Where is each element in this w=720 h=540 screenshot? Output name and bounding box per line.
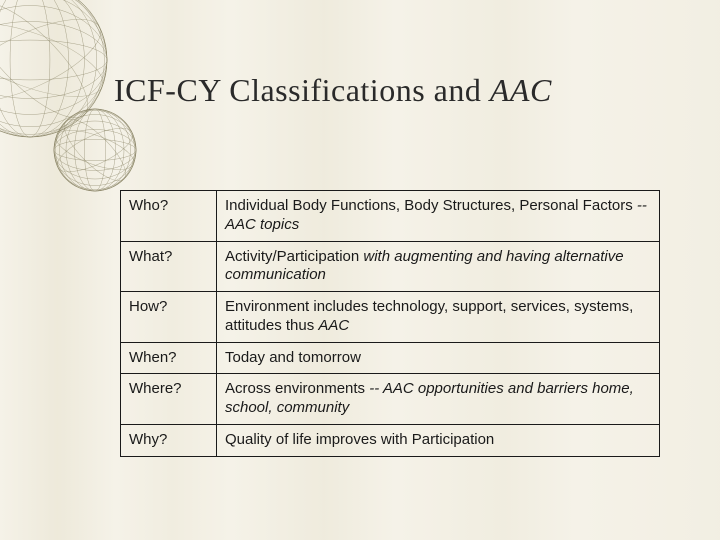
title-emphasis: AAC xyxy=(490,72,552,108)
table-row: Where?Across environments -- AAC opportu… xyxy=(121,374,660,425)
answer-text: Quality of life improves with Participat… xyxy=(225,431,494,448)
answer-emphasis: AAC xyxy=(318,317,349,334)
table-row: How?Environment includes technology, sup… xyxy=(121,292,660,343)
classification-table: Who? Individual Body Functions, Body Stru… xyxy=(120,190,660,457)
answer-cell: Quality of life improves with Participat… xyxy=(217,424,660,456)
answer-text: Individual Body Functions, Body Structur… xyxy=(225,197,637,214)
table-row: When? Today and tomorrow xyxy=(121,342,660,374)
table-row: What?Activity/Participation with augment… xyxy=(121,241,660,292)
answer-cell: Environment includes technology, support… xyxy=(217,292,660,343)
question-cell: Where? xyxy=(121,374,217,425)
classification-table-wrap: Who? Individual Body Functions, Body Stru… xyxy=(120,190,660,457)
answer-cell: Individual Body Functions, Body Structur… xyxy=(217,191,660,242)
question-cell: How? xyxy=(121,292,217,343)
table-row: Why? Quality of life improves with Partic… xyxy=(121,424,660,456)
question-cell: Who? xyxy=(121,191,217,242)
slide-title: ICF-CY Classifications and AAC xyxy=(114,72,552,109)
title-prefix: ICF-CY Classifications and xyxy=(114,72,490,108)
answer-text: Environment includes technology, support… xyxy=(225,298,633,334)
table-row: Who? Individual Body Functions, Body Stru… xyxy=(121,191,660,242)
question-cell: Why? xyxy=(121,424,217,456)
answer-text: Today and tomorrow xyxy=(225,349,361,366)
question-cell: When? xyxy=(121,342,217,374)
answer-text: Activity/Participation xyxy=(225,248,363,265)
answer-cell: Today and tomorrow xyxy=(217,342,660,374)
answer-cell: Activity/Participation with augmenting a… xyxy=(217,241,660,292)
answer-text: Across environments xyxy=(225,380,369,397)
classification-tbody: Who? Individual Body Functions, Body Stru… xyxy=(121,191,660,457)
answer-cell: Across environments -- AAC opportunities… xyxy=(217,374,660,425)
question-cell: What? xyxy=(121,241,217,292)
